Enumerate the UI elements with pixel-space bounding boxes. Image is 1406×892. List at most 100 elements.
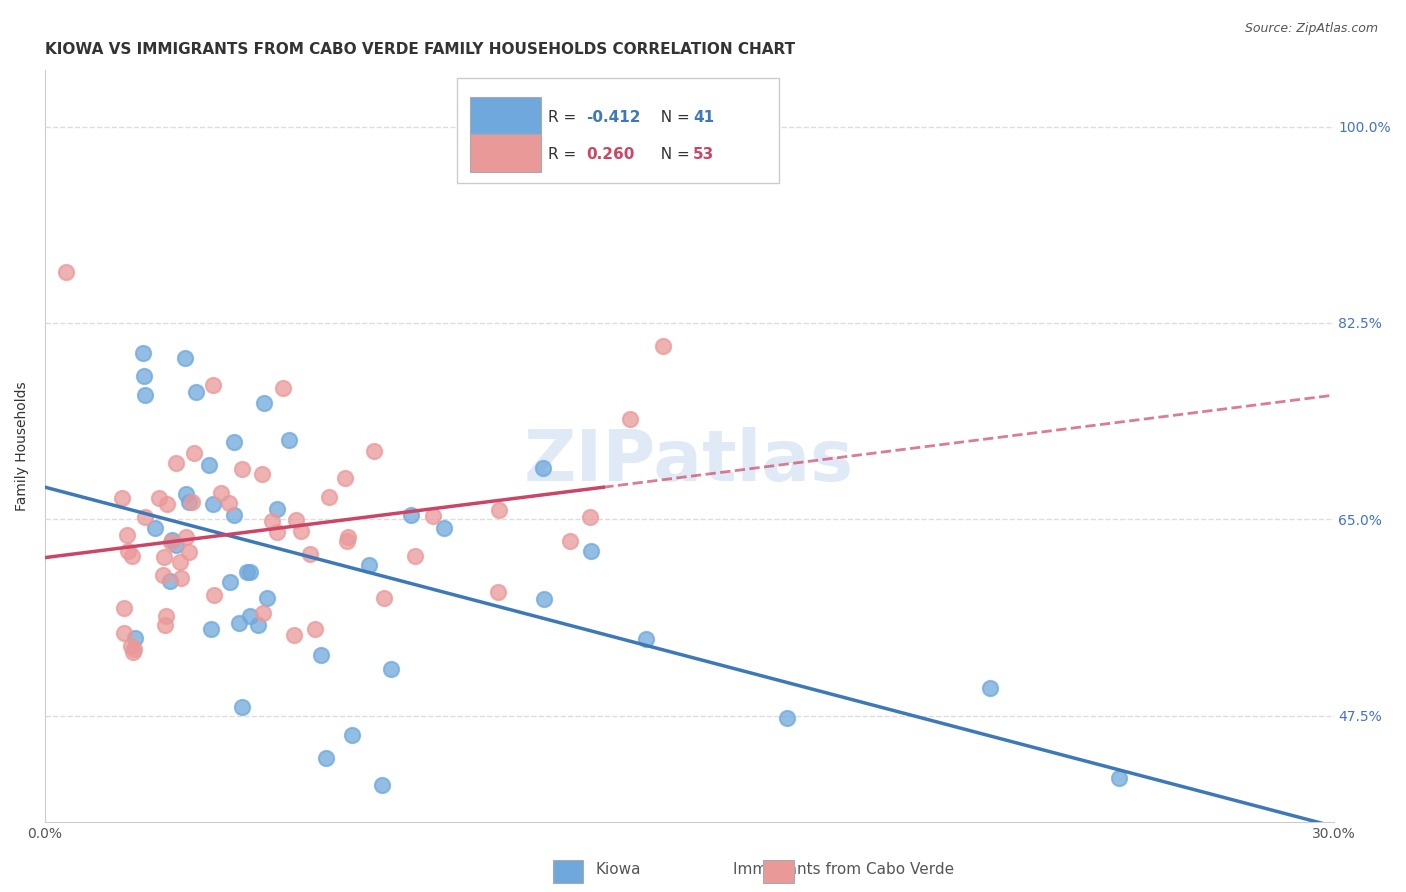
Point: [298, 547, 321, 561]
Point: [202, 377, 225, 392]
Point: [153, 550, 176, 565]
Point: [153, 618, 176, 632]
Point: [200, 623, 222, 637]
Point: [224, 434, 246, 449]
Point: [145, 521, 167, 535]
Point: [55, 265, 77, 279]
Point: [486, 585, 509, 599]
Point: [579, 510, 602, 524]
Point: [176, 487, 198, 501]
Point: [252, 606, 274, 620]
Point: [156, 497, 179, 511]
Point: [266, 501, 288, 516]
FancyBboxPatch shape: [470, 96, 541, 135]
Point: [160, 533, 183, 547]
Point: [277, 434, 299, 448]
Point: [152, 568, 174, 582]
Point: [148, 491, 170, 506]
Point: [155, 608, 177, 623]
Point: [239, 566, 262, 580]
FancyBboxPatch shape: [470, 135, 541, 172]
Point: [1108, 771, 1130, 785]
Point: [533, 591, 555, 606]
Point: [219, 575, 242, 590]
Point: [231, 462, 253, 476]
Point: [266, 525, 288, 540]
Point: [619, 412, 641, 426]
Text: ZIPatlas: ZIPatlas: [524, 427, 855, 496]
Point: [558, 534, 581, 549]
Point: [117, 544, 139, 558]
Text: Source: ZipAtlas.com: Source: ZipAtlas.com: [1244, 22, 1378, 36]
Point: [224, 508, 246, 523]
Point: [131, 346, 153, 360]
Point: [247, 618, 270, 632]
Text: N =: N =: [651, 110, 695, 125]
Point: [177, 545, 200, 559]
Point: [202, 497, 225, 511]
Point: [198, 458, 221, 473]
Point: [122, 641, 145, 656]
Point: [159, 574, 181, 589]
Point: [132, 368, 155, 383]
Point: [202, 587, 225, 601]
Point: [260, 514, 283, 528]
Point: [290, 524, 312, 538]
Point: [337, 530, 360, 544]
Point: [652, 339, 675, 353]
Point: [399, 508, 422, 523]
Point: [363, 443, 385, 458]
Point: [112, 600, 135, 615]
FancyBboxPatch shape: [457, 78, 779, 183]
Point: [169, 555, 191, 569]
Text: R =: R =: [547, 147, 581, 162]
Point: [371, 778, 394, 792]
Point: [432, 521, 454, 535]
Y-axis label: Family Households: Family Households: [15, 382, 30, 511]
Point: [160, 534, 183, 549]
Text: 41: 41: [693, 110, 714, 125]
Point: [183, 446, 205, 460]
Text: Immigrants from Cabo Verde: Immigrants from Cabo Verde: [733, 863, 955, 877]
Point: [304, 622, 326, 636]
Text: 53: 53: [693, 147, 714, 162]
Point: [271, 381, 294, 395]
Point: [422, 508, 444, 523]
Point: [250, 467, 273, 482]
Point: [373, 591, 395, 605]
Point: [634, 632, 657, 646]
Point: [165, 456, 187, 470]
Point: [380, 662, 402, 676]
Point: [231, 699, 253, 714]
Point: [111, 491, 134, 505]
Point: [333, 470, 356, 484]
Point: [315, 751, 337, 765]
Point: [309, 648, 332, 662]
Point: [336, 533, 359, 548]
Point: [179, 495, 201, 509]
Point: [121, 549, 143, 563]
Point: [359, 558, 381, 572]
Point: [979, 681, 1001, 695]
Point: [112, 626, 135, 640]
Point: [173, 351, 195, 366]
Point: [239, 609, 262, 624]
Point: [236, 565, 259, 579]
Point: [134, 388, 156, 402]
Point: [228, 615, 250, 630]
Text: N =: N =: [651, 147, 695, 162]
Point: [184, 384, 207, 399]
Point: [165, 538, 187, 552]
Text: Kiowa: Kiowa: [596, 863, 641, 877]
Point: [181, 495, 204, 509]
Point: [318, 491, 340, 505]
Point: [176, 530, 198, 544]
Point: [209, 486, 232, 500]
Text: 0.260: 0.260: [586, 147, 634, 162]
Text: KIOWA VS IMMIGRANTS FROM CABO VERDE FAMILY HOUSEHOLDS CORRELATION CHART: KIOWA VS IMMIGRANTS FROM CABO VERDE FAMI…: [45, 42, 796, 57]
Point: [488, 502, 510, 516]
Point: [218, 496, 240, 510]
Point: [115, 528, 138, 542]
Point: [579, 543, 602, 558]
Point: [531, 460, 554, 475]
